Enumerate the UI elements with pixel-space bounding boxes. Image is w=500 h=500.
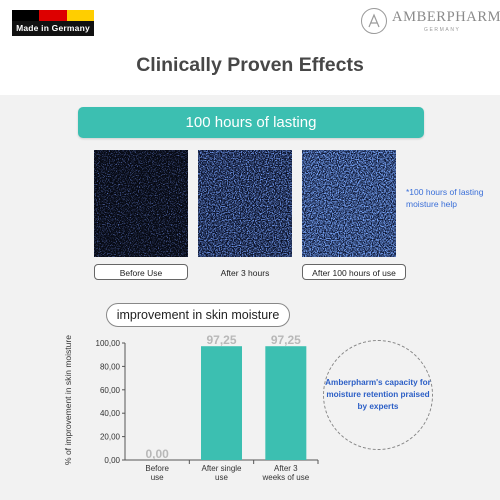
brand-logo-icon — [361, 8, 387, 34]
chart-x-tick-label: After single use — [201, 464, 242, 482]
sample-100-hours-texture — [302, 150, 396, 257]
flag-stripe-black — [12, 10, 40, 21]
brand-name: AMBERPHARM — [392, 9, 500, 25]
sample-label-100-hours: After 100 hours of use — [302, 264, 406, 280]
chart-x-tick-label: Before use — [145, 464, 169, 482]
made-in-germany-badge: Made in Germany — [12, 21, 94, 36]
sample-before-texture — [94, 150, 188, 257]
sample-100-hours-image — [302, 150, 396, 257]
chart-data-label: 97,25 — [206, 333, 236, 347]
chart-y-tick-label: 40,00 — [100, 409, 121, 418]
chart-y-tick-label: 0,00 — [104, 456, 120, 465]
page-title: Clinically Proven Effects — [136, 54, 364, 76]
sample-before-image — [94, 150, 188, 257]
germany-flag-icon — [12, 10, 94, 21]
sample-label-3-hours: After 3 hours — [220, 268, 270, 278]
moisture-title: improvement in skin moisture — [106, 303, 290, 327]
chart-x-tick-label: After 3 weeks of use — [261, 464, 309, 482]
lasting-banner: 100 hours of lasting — [78, 107, 424, 138]
expert-callout-text: Amberpharm's capacity for moisture reten… — [325, 378, 431, 411]
chart-data-label: 97,25 — [271, 333, 301, 347]
chart-y-tick-label: 60,00 — [100, 386, 121, 395]
expert-callout-circle — [323, 340, 433, 450]
brand-subtitle: GERMANY — [424, 27, 461, 33]
chart-data-label: 0,00 — [145, 447, 169, 461]
moisture-chart: 0,00 20,00 40,00 60,00 80,00 100,00 0,00 Before… — [96, 333, 319, 482]
chart-y-tick-label: 80,00 — [100, 362, 121, 371]
sample-3-hours-image — [198, 150, 292, 257]
chart-bar — [265, 346, 307, 460]
flag-stripe-red — [39, 10, 67, 21]
chart-bar — [201, 346, 242, 460]
lasting-note: *100 hours of lasting moisture help — [406, 187, 484, 209]
flag-stripe-gold — [66, 10, 94, 21]
sample-3-hours-texture — [198, 150, 292, 257]
chart-y-tick-label: 20,00 — [100, 433, 121, 442]
chart-y-tick-label: 100,00 — [96, 339, 121, 348]
sample-label-before: Before Use — [94, 264, 188, 280]
